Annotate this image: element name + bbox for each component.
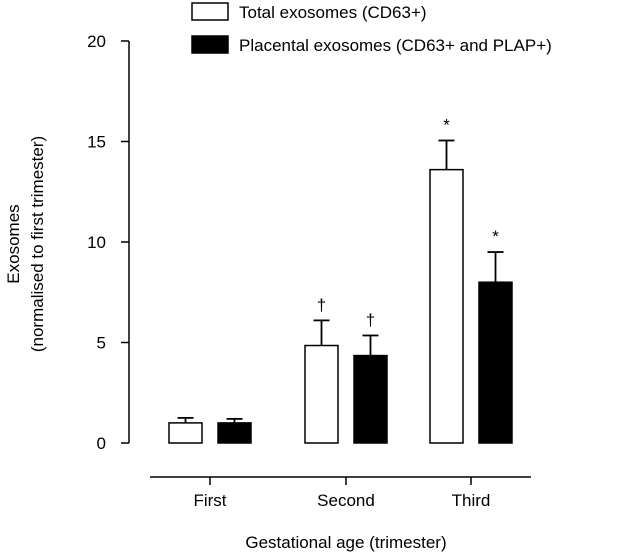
y-ticks: 0 5 10 15 20 — [87, 32, 129, 453]
y-tick-label: 20 — [87, 32, 106, 51]
bar — [478, 281, 513, 444]
x-ticks: First Second Third — [193, 477, 490, 510]
x-axis-label: Gestational age (trimester) — [245, 533, 446, 552]
y-tick-label: 15 — [87, 133, 106, 152]
legend-label-placental: Placental exosomes (CD63+ and PLAP+) — [239, 36, 552, 55]
bar — [304, 344, 339, 444]
significance-marker: † — [366, 310, 375, 329]
x-tick-label: First — [193, 491, 226, 510]
y-tick-label: 0 — [97, 434, 106, 453]
bar — [217, 422, 252, 444]
x-tick-label: Third — [452, 491, 491, 510]
x-tick-label: Second — [317, 491, 375, 510]
bar — [429, 168, 464, 444]
significance-marker: * — [492, 227, 499, 246]
legend: Total exosomes (CD63+) Placental exosome… — [191, 2, 552, 55]
legend-swatch-placental — [191, 35, 229, 54]
y-axis-label-line2: (normalised to first trimester) — [28, 136, 47, 352]
bar — [168, 422, 203, 444]
legend-label-total: Total exosomes (CD63+) — [239, 3, 427, 22]
y-tick-label: 5 — [97, 334, 106, 353]
y-tick-label: 10 — [87, 233, 106, 252]
legend-swatch-total — [191, 2, 229, 21]
bar — [353, 354, 388, 444]
bars: † † * * — [168, 115, 513, 444]
significance-marker: * — [443, 115, 450, 134]
significance-marker: † — [317, 295, 326, 314]
y-axis-label-line1: Exosomes — [4, 204, 23, 283]
